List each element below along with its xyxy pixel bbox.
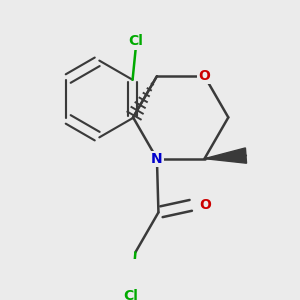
- Text: N: N: [151, 152, 163, 166]
- Text: O: O: [200, 198, 211, 212]
- Text: Cl: Cl: [128, 34, 143, 48]
- Text: Cl: Cl: [123, 289, 138, 300]
- Text: O: O: [199, 69, 211, 83]
- Polygon shape: [205, 148, 247, 163]
